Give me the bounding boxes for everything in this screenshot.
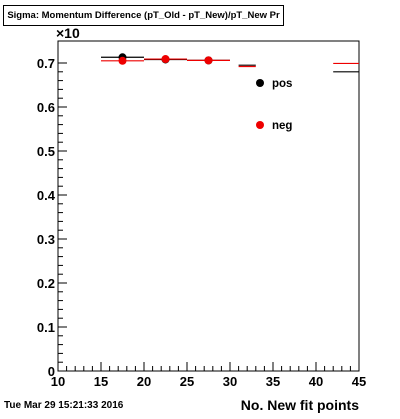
y-axis: 0 0.1 0.2 0.3 0.4 0.5 0.6 0.7 [37, 56, 67, 379]
x-tick-label: 15 [94, 374, 108, 389]
x-axis-label: No. New fit points [241, 397, 359, 413]
y-tick-label: 0 [48, 364, 55, 379]
y-axis-multiplier: ×10 [56, 25, 80, 41]
y-tick-label: 0.7 [37, 56, 55, 71]
x-tick-label: 10 [51, 374, 65, 389]
x-tick-label: 40 [309, 374, 323, 389]
y-tick-label: 0.1 [37, 320, 55, 335]
y-tick-label: 0.6 [37, 100, 55, 115]
legend-label-neg: neg [272, 120, 292, 132]
plot-frame [57, 40, 360, 372]
series-pos [101, 53, 359, 73]
data-point [118, 56, 127, 65]
data-point [161, 55, 170, 64]
x-tick-label: 25 [180, 374, 194, 389]
y-tick-label: 0.4 [37, 188, 56, 203]
series-layer [101, 53, 359, 73]
series-neg [101, 55, 359, 68]
data-point [204, 56, 213, 65]
y-tick-label: 0.3 [37, 232, 55, 247]
y-tick-label: 0.5 [37, 144, 55, 159]
x-tick-label: 35 [266, 374, 280, 389]
x-tick-label: 30 [223, 374, 237, 389]
legend-marker-pos [256, 79, 264, 87]
timestamp: Tue Mar 29 15:21:33 2016 [4, 400, 124, 411]
legend-marker-neg [256, 121, 264, 129]
legend: pos neg [256, 78, 292, 132]
x-tick-label: 45 [352, 374, 366, 389]
legend-label-pos: pos [272, 78, 292, 90]
chart-title: Sigma: Momentum Difference (pT_Old - pT_… [3, 5, 284, 26]
y-tick-label: 0.2 [37, 276, 55, 291]
x-tick-label: 20 [137, 374, 151, 389]
x-axis: 10 15 20 25 30 35 40 45 [51, 362, 366, 389]
